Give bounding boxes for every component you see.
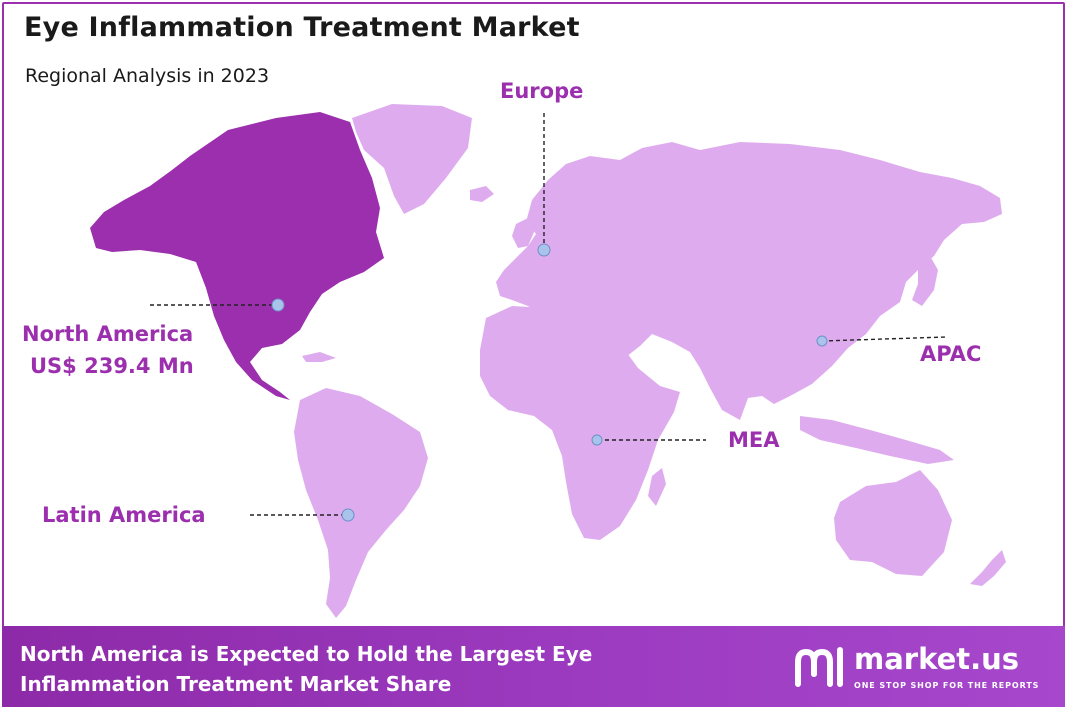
apac-label: APAC — [920, 342, 982, 366]
greenland-shape — [352, 104, 472, 214]
north-america-marker — [271, 298, 285, 312]
latin-america-marker — [341, 508, 355, 522]
europe-label: Europe — [500, 79, 584, 103]
japan-shape — [912, 256, 938, 306]
footer-line-1: North America is Expected to Hold the La… — [20, 642, 593, 666]
se-asia-islands-shape — [800, 416, 954, 464]
africa-shape — [480, 306, 680, 540]
market-us-logo-icon — [795, 647, 843, 687]
page-title: Eye Inflammation Treatment Market — [24, 12, 580, 43]
logo-tagline: ONE STOP SHOP FOR THE REPORTS — [854, 681, 1040, 690]
iceland-shape — [470, 186, 494, 202]
footer-line-2: Inflammation Treatment Market Share — [20, 672, 452, 696]
footer-headline: North America is Expected to Hold the La… — [20, 639, 592, 699]
market-us-logo[interactable]: market.us ONE STOP SHOP FOR THE REPORTS — [794, 640, 1054, 696]
caribbean-shape — [302, 352, 336, 362]
mea-label: MEA — [728, 428, 780, 452]
madagascar-shape — [648, 468, 666, 506]
mea-marker — [591, 434, 603, 446]
scandinavia-shape — [548, 176, 604, 230]
north-america-value: US$ 239.4 Mn — [30, 354, 194, 378]
latin-america-label: Latin America — [42, 503, 206, 527]
europe-marker — [537, 243, 551, 257]
logo-wordmark: market.us — [854, 642, 1020, 676]
uk-shape — [512, 218, 534, 248]
footer-banner: North America is Expected to Hold the La… — [2, 626, 1065, 707]
south-america-shape — [294, 388, 428, 618]
north-america-shape — [90, 112, 384, 400]
new-zealand-shape — [970, 550, 1006, 586]
north-america-label: North America — [22, 322, 194, 346]
apac-marker — [816, 335, 828, 347]
australia-shape — [834, 470, 952, 576]
page-subtitle: Regional Analysis in 2023 — [25, 65, 270, 87]
